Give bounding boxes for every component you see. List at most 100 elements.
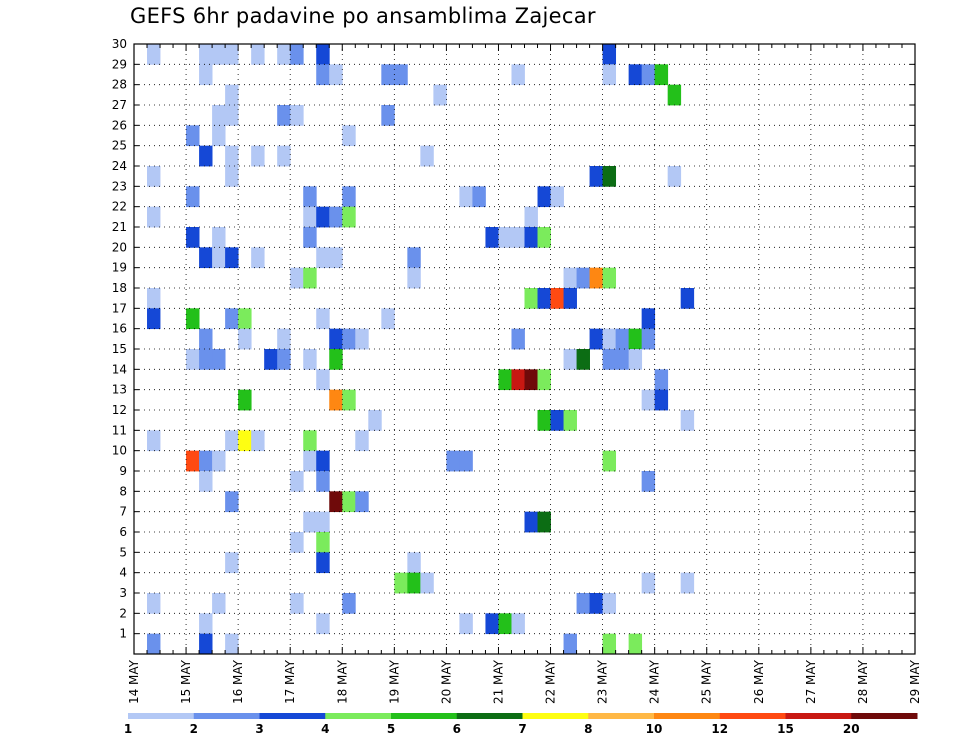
heatmap-cell [225, 166, 239, 187]
heatmap-cell [316, 471, 330, 492]
colorbar-label: 4 [321, 722, 329, 736]
heatmap-cell [628, 328, 643, 350]
y-tick-label: 4 [119, 566, 127, 580]
colorbar-swatch [654, 713, 721, 719]
heatmap-cell [667, 84, 682, 106]
heatmap-cell [186, 227, 200, 248]
heatmap-cell [641, 572, 656, 594]
heatmap-cell [186, 349, 200, 370]
heatmap-cell [537, 227, 551, 248]
x-tick-label: 19 MAY [387, 659, 401, 704]
heatmap-cell [407, 552, 421, 574]
y-tick-label: 3 [119, 586, 127, 600]
heatmap-cell [498, 369, 512, 391]
colorbar-label: 10 [646, 722, 663, 736]
heatmap-cell [212, 349, 226, 370]
heatmap-cell [303, 206, 317, 228]
heatmap-cell [199, 450, 213, 472]
heatmap-cell [225, 552, 239, 574]
heatmap-cell [199, 349, 213, 370]
heatmap-cell [212, 125, 226, 147]
heatmap-cell [329, 349, 343, 370]
heatmap-cell [459, 450, 473, 472]
colorbar-label: 2 [190, 722, 198, 736]
heatmap-cell [524, 288, 538, 309]
heatmap-cell [303, 430, 317, 452]
y-tick-label: 17 [112, 301, 127, 315]
heatmap-cell [680, 410, 695, 431]
heatmap-cell [199, 247, 213, 269]
heatmap-cell [212, 247, 226, 269]
heatmap-cell [381, 105, 395, 126]
heatmap-cell [459, 613, 473, 635]
y-tick-label: 24 [112, 159, 127, 173]
heatmap-cell [212, 105, 226, 126]
heatmap-cell [576, 267, 590, 289]
heatmap-cell [472, 186, 486, 208]
heatmap-cell [212, 227, 226, 248]
y-tick-label: 13 [112, 383, 127, 397]
heatmap-cell [290, 593, 304, 614]
x-tick-label: 24 MAY [648, 659, 662, 704]
heatmap-cell [589, 267, 603, 289]
colorbar-swatch [259, 713, 326, 719]
y-tick-label: 18 [112, 281, 127, 295]
heatmap-cell [316, 613, 330, 635]
heatmap-cell [329, 247, 343, 269]
heatmap-cell [433, 84, 447, 106]
heatmap-cell [602, 44, 617, 65]
heatmap-cell [199, 471, 213, 492]
heatmap-cell [537, 186, 551, 208]
x-tick-label: 15 MAY [179, 659, 193, 704]
heatmap-cell [316, 64, 330, 86]
heatmap-cell [550, 410, 564, 431]
heatmap-cell [329, 491, 343, 513]
heatmap-cell [147, 308, 161, 330]
x-tick-label: 29 MAY [908, 659, 922, 704]
x-axis-labels: 14 MAY 15 MAY 16 MAY 17 MAY 18 MAY 19 MAY 20 M… [127, 659, 922, 704]
heatmap-cell [342, 206, 356, 228]
heatmap-cell [147, 206, 161, 228]
heatmap-cell [550, 288, 564, 309]
heatmap-cell [550, 186, 564, 208]
heatmap-cell [498, 613, 512, 635]
heatmap-cell [186, 186, 200, 208]
heatmap-cell [615, 349, 630, 370]
heatmap-cell [225, 247, 239, 269]
colorbar-label: 3 [255, 722, 263, 736]
heatmap-cell [641, 471, 656, 492]
y-tick-label: 12 [112, 403, 127, 417]
heatmap-cell [147, 166, 161, 187]
y-tick-label: 16 [112, 322, 127, 336]
heatmap-cell [147, 593, 161, 614]
x-tick-label: 14 MAY [127, 659, 141, 704]
ticks-layer [133, 43, 916, 655]
heatmap-cell [251, 145, 265, 167]
heatmap-cell [563, 410, 577, 431]
heatmap-cell [342, 186, 356, 208]
heatmap-cell [381, 308, 395, 330]
colorbar-swatch [325, 713, 392, 719]
heatmap-cell [589, 328, 603, 350]
heatmap-cell [576, 593, 590, 614]
heatmap-cell [290, 532, 304, 553]
heatmap-cell [524, 511, 538, 533]
heatmap-cell [589, 593, 603, 614]
heatmap-cell [563, 288, 577, 309]
grid-layer [134, 44, 915, 654]
heatmap-cell [368, 410, 382, 431]
heatmap-cell [342, 125, 356, 147]
y-tick-label: 5 [119, 545, 127, 559]
x-tick-label: 18 MAY [335, 659, 349, 704]
chart-title: GEFS 6hr padavine po ansamblima Zajecar [130, 4, 596, 28]
heatmap-cell [355, 491, 369, 513]
heatmap-cell [342, 593, 356, 614]
heatmap-cell [316, 552, 330, 574]
heatmap-cell [303, 267, 317, 289]
heatmap-cell [446, 450, 460, 472]
heatmap-cell [641, 389, 656, 411]
heatmap-cell [329, 389, 343, 411]
heatmap-cell [511, 613, 525, 635]
heatmap-cell [667, 166, 682, 187]
heatmap-cell [238, 389, 252, 411]
